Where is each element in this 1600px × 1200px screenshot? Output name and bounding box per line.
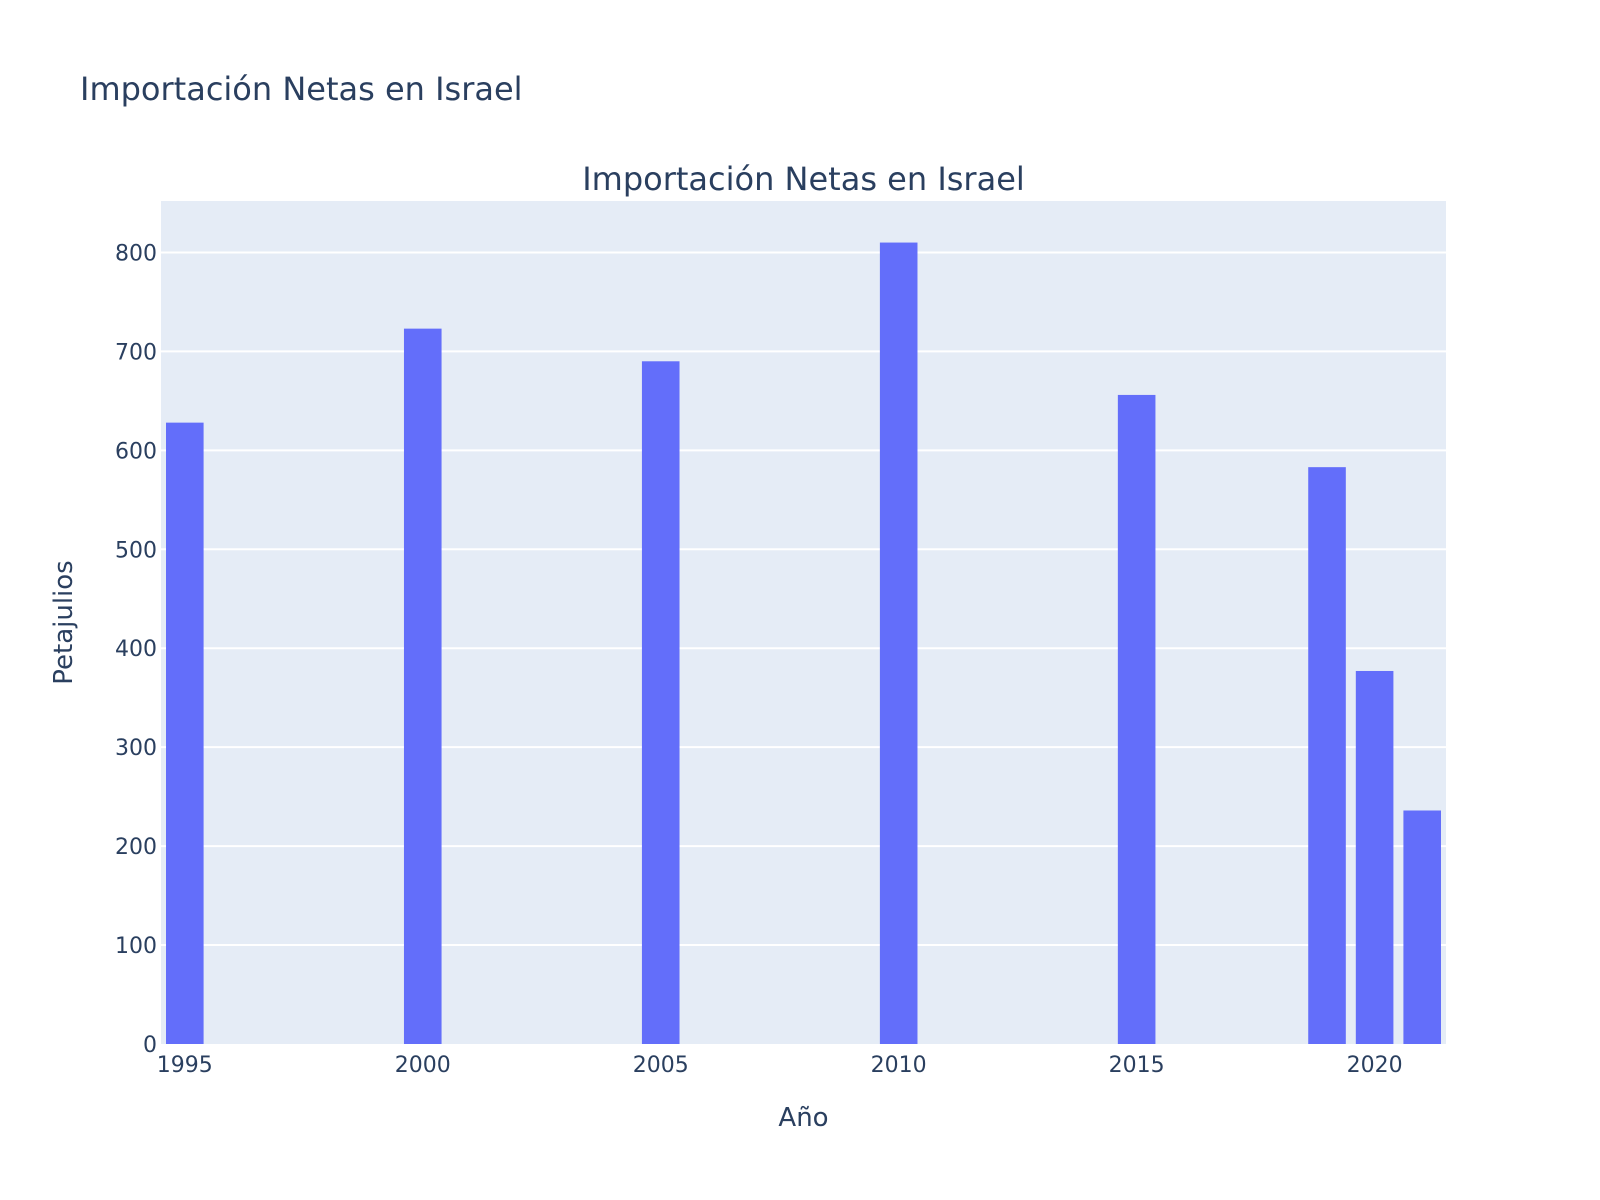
y-tick-label: 100 <box>115 934 157 959</box>
x-tick-label: 2010 <box>871 1053 927 1078</box>
bars <box>166 242 1441 1045</box>
y-tick-label: 400 <box>115 637 157 662</box>
bar-2010 <box>879 242 918 1044</box>
x-axis-ticks: 1995 2000 2005 2010 2015 2020 <box>157 1053 1403 1078</box>
bar-1995 <box>166 422 204 1044</box>
y-tick-label: 800 <box>115 241 157 266</box>
chart-title: Importación Netas en Israel <box>582 160 1025 198</box>
bar-2000 <box>403 328 442 1044</box>
grid-lines <box>161 251 1446 947</box>
y-tick-label: 200 <box>115 835 157 860</box>
page-title: Importación Netas en Israel <box>80 70 523 108</box>
x-tick-label: 2020 <box>1347 1053 1403 1078</box>
bar-2005 <box>641 361 680 1045</box>
y-tick-label: 300 <box>115 736 157 761</box>
bar-2020 <box>1355 670 1394 1044</box>
y-tick-label: 600 <box>115 439 157 464</box>
plot-area <box>161 201 1446 1044</box>
y-tick-label: 0 <box>143 1033 157 1058</box>
y-axis-label: Petajulios <box>49 560 79 684</box>
y-tick-label: 700 <box>115 340 157 365</box>
x-axis-label: Año <box>778 1103 828 1133</box>
bar-2019 <box>1308 467 1346 1044</box>
bar-2021 <box>1403 810 1441 1044</box>
x-tick-label: 1995 <box>157 1053 213 1078</box>
x-tick-label: 2015 <box>1109 1053 1165 1078</box>
x-tick-label: 2000 <box>395 1053 451 1078</box>
y-tick-label: 500 <box>115 538 157 563</box>
y-axis-ticks: 0 100 200 300 400 500 600 700 800 <box>115 241 157 1058</box>
x-tick-label: 2005 <box>633 1053 689 1078</box>
bar-2015 <box>1117 394 1156 1044</box>
